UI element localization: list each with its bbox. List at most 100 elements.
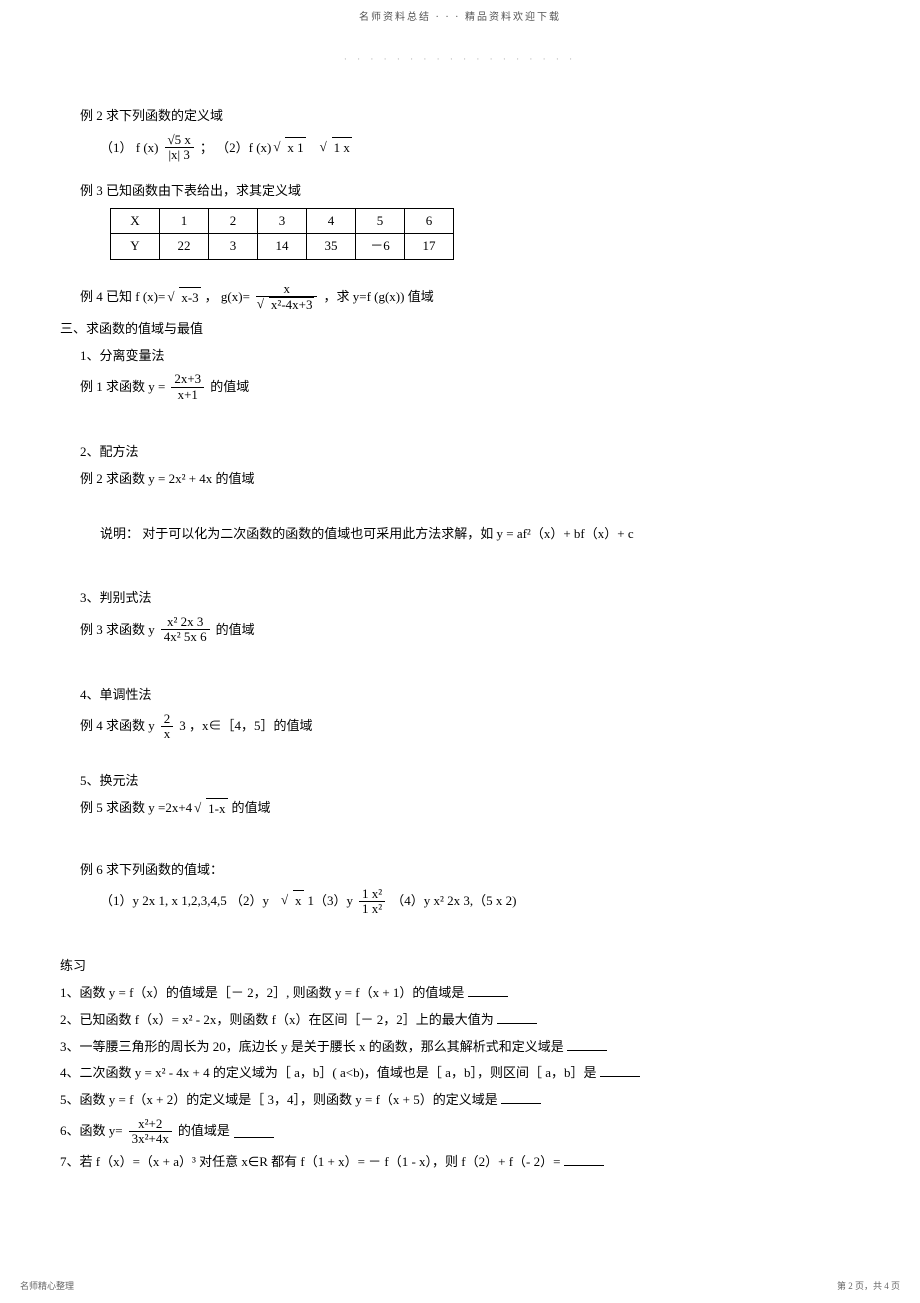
- m1-tail: 的值域: [210, 377, 249, 398]
- m5-line: 例 5 求函数 y =2x+4 1-x 的值域: [60, 798, 860, 820]
- q6-lead: 6、函数 y=: [60, 1121, 123, 1142]
- ex2-title: 例 2 求下列函数的定义域: [60, 106, 860, 127]
- m3-den: 4x² 5x 6: [161, 630, 210, 644]
- cell: 3: [258, 208, 307, 234]
- m4-frac: 2 x: [161, 712, 174, 742]
- ex4-sqrt1: x-3: [169, 287, 200, 309]
- ex6-p1: （1）y 2x 1, x 1,2,3,4,5 （2）y: [100, 891, 269, 912]
- practice-title: 练习: [60, 956, 860, 977]
- ex6-frac: 1 x² 1 x²: [359, 887, 385, 917]
- ex4-num: x: [256, 282, 318, 297]
- m3-label: 3、判别式法: [60, 588, 860, 609]
- cell: 2: [209, 208, 258, 234]
- ex2-den: |x| 3: [165, 148, 194, 162]
- blank: [600, 1064, 640, 1077]
- m1-line: 例 1 求函数 y = 2x+3 x+1 的值域: [60, 372, 860, 402]
- page: 名师资料总结 · · · 精品资料欢迎下载 · · · · · · · · · …: [0, 0, 920, 1303]
- q7: 7、若 f（x）=（x + a）³ 对任意 x∈R 都有 f（1 + x）= －…: [60, 1152, 860, 1173]
- q3: 3、一等腰三角形的周长为 20，底边长 y 是关于腰长 x 的函数，那么其解析式…: [60, 1037, 860, 1058]
- cell: 17: [405, 234, 454, 260]
- m4-den: x: [161, 727, 174, 741]
- m4-tail: 3 ，x∈［4，5］的值域: [179, 716, 312, 737]
- header-note: 名师资料总结 · · · 精品资料欢迎下载: [60, 10, 860, 26]
- q2-text: 2、已知函数 f（x）= x² - 2x，则函数 f（x）在区间［－ 2，2］上…: [60, 1012, 497, 1027]
- m5-tail: 的值域: [232, 798, 271, 819]
- blank: [468, 984, 508, 997]
- ex4-frac: x x²-4x+3: [256, 282, 318, 313]
- ex4-den-sqrt: x²-4x+3: [259, 297, 315, 312]
- m4-line: 例 4 求函数 y 2 x 3 ，x∈［4，5］的值域: [60, 712, 860, 742]
- cell: －6: [356, 234, 405, 260]
- q1: 1、函数 y = f（x）的值域是［－ 2，2］, 则函数 y = f（x + …: [60, 983, 860, 1004]
- m5-rad: 1-x: [206, 798, 227, 820]
- ex2-num: √5 x: [165, 133, 194, 148]
- ex4-den-rad: x²-4x+3: [269, 297, 315, 312]
- q7-text: 7、若 f（x）=（x + a）³ 对任意 x∈R 都有 f（1 + x）= －…: [60, 1154, 564, 1169]
- ex6-num: 1 x²: [359, 887, 385, 902]
- m3-tail: 的值域: [216, 620, 255, 641]
- m2-line: 例 2 求函数 y = 2x² + 4x 的值域: [60, 469, 860, 490]
- m5-lead: 例 5 求函数 y =2x+4: [80, 798, 192, 819]
- blank: [497, 1011, 537, 1024]
- m1-lead: 例 1 求函数 y =: [80, 377, 165, 398]
- footer-right: 第 2 页，共 4 页: [837, 1279, 900, 1293]
- ex2-sqrt-b: 1 x: [322, 137, 352, 159]
- m1-frac: 2x+3 x+1: [171, 372, 204, 402]
- m3-lead: 例 3 求函数 y: [80, 620, 155, 641]
- q6-frac: x²+2 3x²+4x: [129, 1117, 172, 1147]
- m5-label: 5、换元法: [60, 771, 860, 792]
- m2-note: 说明： 对于可以化为二次函数的函数的值域也可采用此方法求解，如 y = af²（…: [60, 524, 860, 545]
- q2: 2、已知函数 f（x）= x² - 2x，则函数 f（x）在区间［－ 2，2］上…: [60, 1010, 860, 1031]
- ex2-sep: ； （2）f (x): [200, 138, 272, 159]
- header-dots: · · · · · · · · · · · · · · · · · ·: [60, 52, 860, 66]
- ex2-rad-a: x 1: [285, 137, 305, 159]
- ex6-rad: x: [293, 890, 304, 912]
- q3-text: 3、一等腰三角形的周长为 20，底边长 y 是关于腰长 x 的函数，那么其解析式…: [60, 1039, 567, 1054]
- m3-line: 例 3 求函数 y x² 2x 3 4x² 5x 6 的值域: [60, 615, 860, 645]
- footer-left: 名师精心整理: [20, 1279, 74, 1293]
- ex6-title: 例 6 求下列函数的值域：: [60, 860, 860, 881]
- table-row: X 1 2 3 4 5 6: [111, 208, 454, 234]
- m4-num: 2: [161, 712, 174, 727]
- blank: [501, 1091, 541, 1104]
- q5: 5、函数 y = f（x + 2）的定义域是［ 3，4］，则函数 y = f（x…: [60, 1090, 860, 1111]
- blank: [567, 1038, 607, 1051]
- cell: 4: [307, 208, 356, 234]
- ex3-title: 例 3 已知函数由下表给出，求其定义域: [60, 181, 860, 202]
- q6-tail: 的值域是: [178, 1121, 230, 1142]
- ex4-den: x²-4x+3: [256, 297, 318, 312]
- cell: 35: [307, 234, 356, 260]
- q5-text: 5、函数 y = f（x + 2）的定义域是［ 3，4］，则函数 y = f（x…: [60, 1092, 501, 1107]
- m4-lead: 例 4 求函数 y: [80, 716, 155, 737]
- cell: Y: [111, 234, 160, 260]
- ex4-tail: ，求 y=f (g(x)) 值域: [323, 287, 433, 308]
- m3-frac: x² 2x 3 4x² 5x 6: [161, 615, 210, 645]
- ex6-den: 1 x²: [359, 902, 385, 916]
- ex6-p4: （4）y x² 2x 3,（5 x 2): [391, 891, 516, 912]
- q6-den: 3x²+4x: [129, 1132, 172, 1146]
- q4: 4、二次函数 y = x² - 4x + 4 的定义域为［ a，b］( a<b)…: [60, 1063, 860, 1084]
- cell: 6: [405, 208, 454, 234]
- ex6-sqrt: x: [283, 890, 304, 912]
- ex2-rad-b: 1 x: [332, 137, 352, 159]
- ex2-sqrt-a: x 1: [275, 137, 305, 159]
- blank: [564, 1153, 604, 1166]
- q6-num: x²+2: [129, 1117, 172, 1132]
- ex4-mid: ， g(x)=: [205, 287, 250, 308]
- ex4-rad1: x-3: [179, 287, 200, 309]
- cell: 14: [258, 234, 307, 260]
- cell: 22: [160, 234, 209, 260]
- q4-text: 4、二次函数 y = x² - 4x + 4 的定义域为［ a，b］( a<b)…: [60, 1065, 600, 1080]
- blank: [234, 1125, 274, 1138]
- cell: X: [111, 208, 160, 234]
- ex4-lead: 例 4 已知 f (x)=: [80, 287, 165, 308]
- m1-num: 2x+3: [171, 372, 204, 387]
- ex6-mid: 1（3）y: [308, 891, 354, 912]
- q6: 6、函数 y= x²+2 3x²+4x 的值域是: [60, 1117, 860, 1147]
- q1-text: 1、函数 y = f（x）的值域是［－ 2，2］, 则函数 y = f（x + …: [60, 985, 468, 1000]
- m2-label: 2、配方法: [60, 442, 860, 463]
- m1-label: 1、分离变量法: [60, 346, 860, 367]
- ex2-frac: √5 x |x| 3: [165, 133, 194, 163]
- m5-sqrt: 1-x: [196, 798, 227, 820]
- m3-num: x² 2x 3: [161, 615, 210, 630]
